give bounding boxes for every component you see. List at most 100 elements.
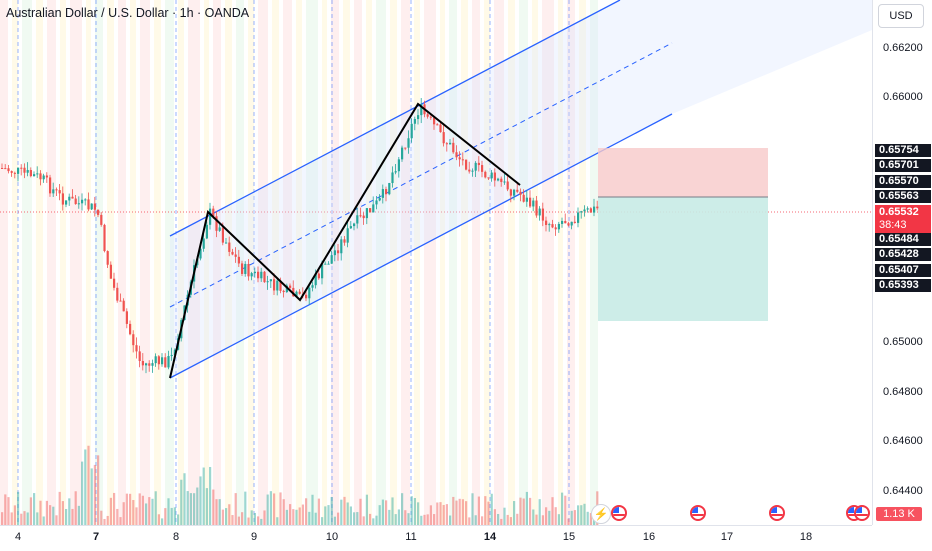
candle-body bbox=[289, 285, 292, 288]
candle-body bbox=[164, 357, 167, 368]
volume-bar bbox=[554, 507, 557, 525]
session-band bbox=[354, 0, 362, 525]
candle-body bbox=[151, 363, 154, 366]
volume-bar bbox=[167, 498, 170, 525]
candle-body bbox=[36, 173, 39, 175]
candle-body bbox=[141, 361, 144, 366]
session-band bbox=[12, 0, 18, 525]
candle-body bbox=[100, 214, 103, 225]
candle-body bbox=[490, 172, 493, 179]
candle-body bbox=[45, 175, 48, 178]
session-band bbox=[60, 0, 66, 525]
candle-body bbox=[484, 171, 487, 178]
session-band bbox=[0, 0, 8, 525]
volume-bar bbox=[506, 514, 509, 525]
candle-body bbox=[253, 271, 256, 274]
session-band bbox=[213, 0, 221, 525]
time-axis[interactable]: 4 7 8 9 10 11 14 15 16 17 18 bbox=[0, 525, 872, 551]
candle-body bbox=[167, 356, 170, 368]
candle-body bbox=[545, 220, 548, 225]
time-label: 4 bbox=[14, 531, 22, 543]
candle-body bbox=[33, 174, 36, 177]
candle-body bbox=[7, 168, 10, 172]
candle-body bbox=[503, 181, 506, 183]
us-flag-event-icon[interactable] bbox=[611, 505, 627, 521]
volume-bar bbox=[141, 495, 144, 525]
session-band bbox=[558, 0, 563, 525]
volume-bar bbox=[513, 501, 516, 525]
volume-bar bbox=[353, 512, 356, 525]
session-band bbox=[258, 0, 268, 525]
candle-body bbox=[346, 228, 349, 243]
session-band bbox=[484, 0, 490, 525]
volume-bar bbox=[138, 493, 141, 525]
lightning-icon[interactable]: ⚡ bbox=[591, 504, 611, 524]
session-band bbox=[248, 0, 254, 525]
price-badge: 0.65701 bbox=[875, 159, 931, 172]
currency-button[interactable]: USD bbox=[878, 4, 924, 28]
volume-bar bbox=[17, 491, 20, 525]
price-tick: 0.66200 bbox=[883, 42, 923, 54]
candle-body bbox=[493, 172, 496, 181]
session-band bbox=[154, 0, 161, 525]
candle-body bbox=[417, 115, 420, 120]
volume-bar bbox=[545, 507, 548, 525]
volume-bar bbox=[317, 498, 320, 525]
candle-body bbox=[295, 291, 298, 297]
us-flag-event-icon[interactable] bbox=[690, 505, 706, 521]
candle-body bbox=[458, 157, 461, 160]
candle-body bbox=[538, 208, 541, 216]
volume-bar bbox=[100, 510, 103, 525]
candle-body bbox=[359, 215, 362, 217]
volume-bar bbox=[321, 517, 324, 525]
volume-bar bbox=[20, 513, 23, 525]
volume-bar bbox=[276, 517, 279, 525]
us-flag-event-icon[interactable] bbox=[769, 505, 785, 521]
volume-badge: 1.13 K bbox=[876, 507, 922, 521]
volume-bar bbox=[55, 515, 58, 525]
candle-body bbox=[77, 203, 80, 205]
time-label: 11 bbox=[405, 531, 417, 543]
volume-bar bbox=[362, 516, 365, 525]
candle-body bbox=[26, 170, 29, 173]
session-band bbox=[322, 0, 327, 525]
volume-bar bbox=[391, 497, 394, 525]
candle-body bbox=[138, 351, 141, 362]
chart-area[interactable]: Australian Dollar / U.S. Dollar · 1h · O… bbox=[0, 0, 872, 525]
session-band bbox=[86, 0, 91, 525]
candle-body bbox=[500, 178, 503, 183]
price-axis[interactable]: 0.66200 0.66000 0.65000 0.64800 0.64600 … bbox=[872, 0, 932, 525]
volume-bar bbox=[346, 502, 349, 525]
session-band bbox=[366, 0, 372, 525]
candle-body bbox=[250, 273, 253, 277]
volume-bar bbox=[557, 514, 560, 525]
volume-bar bbox=[538, 499, 541, 525]
candle-body bbox=[445, 143, 448, 145]
volume-bar bbox=[583, 503, 586, 525]
candle-body bbox=[247, 263, 250, 277]
session-band bbox=[118, 0, 126, 525]
candle-body bbox=[314, 273, 317, 286]
volume-bar bbox=[42, 516, 45, 525]
volume-bar bbox=[525, 491, 528, 525]
candle-body bbox=[407, 138, 410, 148]
volume-bar bbox=[356, 512, 359, 525]
us-flag-event-icon[interactable] bbox=[854, 505, 870, 521]
volume-bar bbox=[461, 499, 464, 525]
candle-body bbox=[541, 208, 544, 221]
candle-body bbox=[564, 220, 567, 224]
candle-body bbox=[205, 224, 208, 239]
time-label: 18 bbox=[799, 531, 813, 543]
candle-body bbox=[263, 271, 266, 283]
volume-bar bbox=[157, 514, 160, 525]
volume-bar bbox=[433, 514, 436, 525]
price-chart[interactable] bbox=[0, 0, 872, 525]
candle-body bbox=[474, 162, 477, 171]
volume-bar bbox=[26, 512, 29, 525]
session-band bbox=[36, 0, 43, 525]
candle-body bbox=[429, 116, 432, 118]
volume-bar bbox=[29, 497, 32, 525]
candle-body bbox=[23, 167, 26, 173]
candle-body bbox=[52, 189, 55, 194]
volume-bar bbox=[439, 502, 442, 525]
